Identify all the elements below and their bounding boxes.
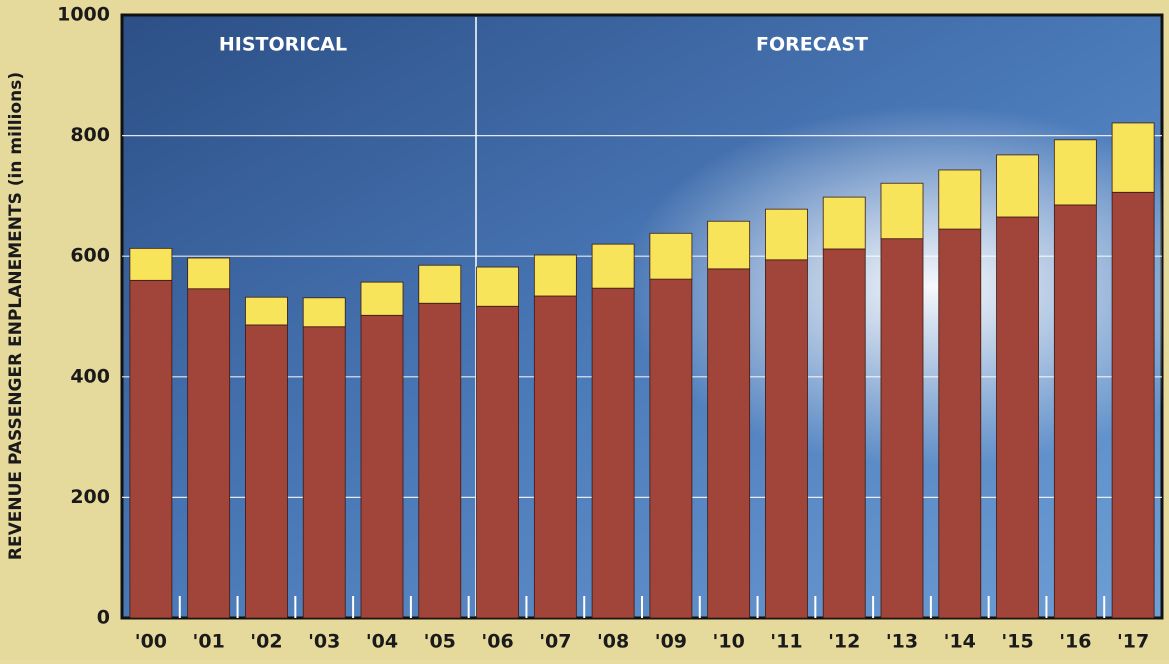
bar-segment: [822, 196, 866, 250]
bar-segment: [418, 302, 462, 619]
x-tick-label: '10: [713, 631, 745, 653]
bar-segment: [591, 243, 635, 289]
bar-segment: [765, 259, 808, 619]
bars: [129, 122, 1155, 619]
bar-segment: [1053, 139, 1097, 206]
x-tick-label: '01: [193, 631, 225, 653]
bar-segment: [302, 326, 346, 619]
bar-segment: [880, 238, 924, 619]
x-tick-label: '13: [886, 631, 918, 653]
sun-glow: [122, 15, 1162, 618]
x-tick-label: '07: [539, 631, 571, 653]
x-tick-label: '15: [1001, 631, 1033, 653]
bar-segment: [938, 169, 982, 230]
x-tick-label: '04: [366, 631, 398, 653]
annotation: HISTORICAL: [219, 34, 347, 56]
bar-segment: [360, 281, 404, 316]
y-tick-label: 800: [70, 124, 110, 146]
y-tick-label: 200: [70, 486, 110, 508]
bar-segment: [129, 247, 173, 281]
bar-segment: [707, 220, 751, 270]
bar-segment: [302, 297, 346, 328]
y-tick-label: 0: [97, 607, 110, 629]
bar-segment: [360, 314, 404, 619]
x-tick-label: '02: [250, 631, 282, 653]
bar-segment: [938, 228, 982, 619]
x-tick-label: '14: [944, 631, 976, 653]
x-tick-label: '17: [1117, 631, 1149, 653]
bar-segment: [129, 279, 173, 619]
bar-segment: [649, 278, 693, 619]
bar-segment: [707, 268, 751, 619]
x-tick-label: '11: [770, 631, 802, 653]
bar-segment: [187, 288, 231, 619]
bar-segment: [1111, 191, 1155, 619]
bar-segment: [476, 266, 519, 307]
x-tick-label: '09: [655, 631, 687, 653]
x-tick-label: '06: [481, 631, 513, 653]
bar-segment: [880, 182, 924, 240]
bar-segment: [533, 295, 577, 619]
x-tick-label: '16: [1059, 631, 1091, 653]
x-tick-label: '03: [308, 631, 340, 653]
x-tick-label: '00: [135, 631, 167, 653]
y-tick-label: 1000: [57, 4, 110, 26]
x-tick-label: '12: [828, 631, 860, 653]
bar-segment: [996, 216, 1039, 619]
bar-segment: [1111, 122, 1155, 193]
y-tick-label: 600: [70, 245, 110, 267]
grid: [122, 135, 1162, 618]
bar-segment: [591, 287, 635, 619]
bar-segment: [765, 208, 808, 261]
bar-segment: [996, 154, 1039, 218]
bar-segment: [418, 264, 462, 304]
bar-segment: [245, 324, 288, 619]
bar-segment: [187, 257, 231, 290]
bar-segment: [476, 305, 519, 619]
y-axis-label: REVENUE PASSENGER ENPLANEMENTS (in milli…: [6, 72, 26, 560]
bar-segment: [1053, 204, 1097, 619]
bar-segment: [245, 296, 288, 326]
x-tick-label: '05: [424, 631, 456, 653]
annotation: FORECAST: [756, 34, 868, 56]
y-tick-label: 400: [70, 365, 110, 387]
bar-segment: [822, 248, 866, 619]
bar-segment: [533, 254, 577, 297]
bar-segment: [649, 232, 693, 280]
x-tick-label: '08: [597, 631, 629, 653]
